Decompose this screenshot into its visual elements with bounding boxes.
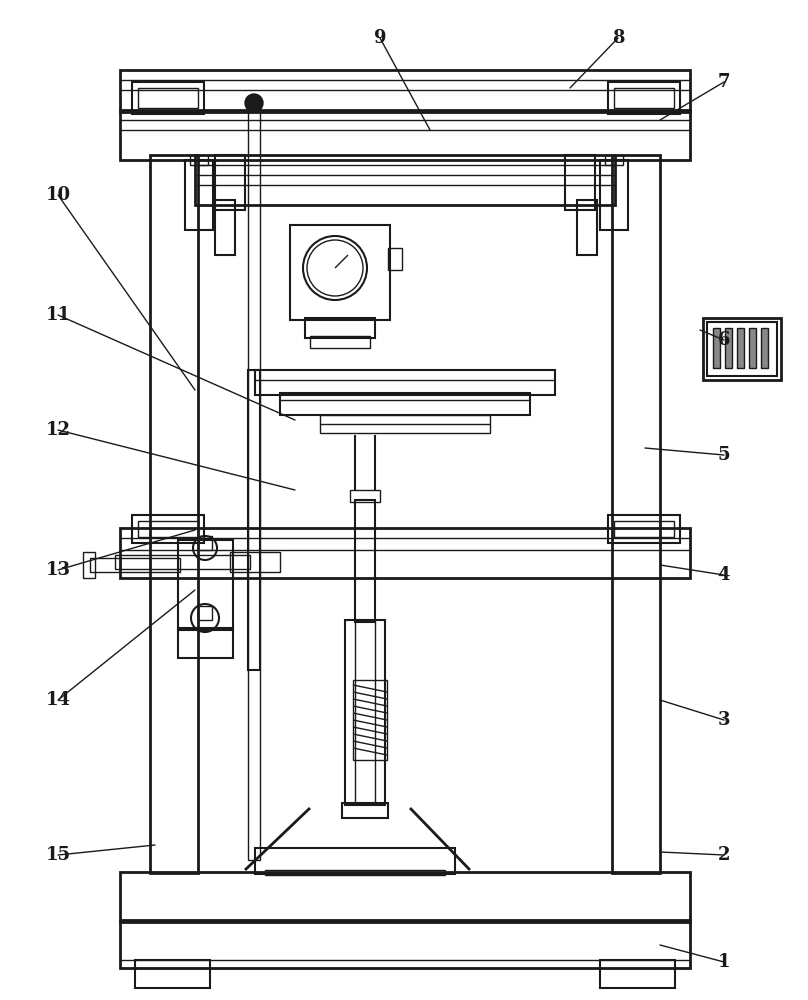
- Text: 7: 7: [718, 73, 730, 91]
- Bar: [120, 70, 690, 112]
- Bar: [565, 155, 595, 210]
- Bar: [255, 370, 555, 395]
- Bar: [608, 82, 680, 114]
- Bar: [190, 155, 208, 165]
- Bar: [725, 328, 732, 368]
- Text: 8: 8: [612, 29, 625, 47]
- Bar: [150, 155, 198, 873]
- Bar: [737, 328, 744, 368]
- Text: 6: 6: [718, 331, 730, 349]
- Bar: [215, 155, 245, 210]
- Bar: [353, 680, 387, 760]
- Bar: [608, 515, 680, 543]
- Text: 5: 5: [718, 446, 730, 464]
- Bar: [600, 160, 628, 230]
- Bar: [614, 88, 674, 108]
- Bar: [135, 960, 210, 988]
- Bar: [138, 88, 198, 108]
- Bar: [600, 960, 675, 988]
- Bar: [355, 500, 375, 622]
- Circle shape: [245, 94, 263, 112]
- Bar: [255, 848, 455, 874]
- Bar: [350, 490, 380, 502]
- Text: 15: 15: [45, 846, 70, 864]
- Text: 11: 11: [45, 306, 70, 324]
- Bar: [342, 803, 388, 818]
- Bar: [749, 328, 756, 368]
- Bar: [120, 872, 690, 922]
- Text: 1: 1: [718, 953, 730, 971]
- Text: 13: 13: [45, 561, 70, 579]
- Bar: [230, 552, 280, 572]
- Bar: [132, 82, 204, 114]
- Bar: [115, 555, 250, 569]
- Bar: [248, 370, 260, 670]
- Text: 3: 3: [718, 711, 730, 729]
- Bar: [138, 521, 198, 537]
- Text: 12: 12: [45, 421, 70, 439]
- Bar: [612, 155, 660, 873]
- Bar: [195, 155, 615, 205]
- Bar: [90, 558, 180, 572]
- Bar: [83, 552, 95, 578]
- Text: 2: 2: [718, 846, 730, 864]
- Bar: [577, 200, 597, 255]
- Bar: [320, 415, 490, 433]
- Bar: [290, 225, 390, 320]
- Text: 9: 9: [374, 29, 386, 47]
- Bar: [761, 328, 768, 368]
- Bar: [388, 248, 402, 270]
- Bar: [310, 336, 370, 348]
- Bar: [713, 328, 720, 368]
- Bar: [120, 920, 690, 968]
- Bar: [120, 110, 690, 160]
- Bar: [198, 536, 212, 550]
- Bar: [345, 620, 385, 805]
- Bar: [120, 960, 690, 968]
- Bar: [178, 540, 233, 630]
- Bar: [305, 318, 375, 338]
- Text: 14: 14: [45, 691, 70, 709]
- Bar: [178, 628, 233, 658]
- Bar: [265, 870, 445, 875]
- Bar: [132, 515, 204, 543]
- Bar: [215, 200, 235, 255]
- Bar: [605, 155, 623, 165]
- Bar: [248, 105, 260, 860]
- Bar: [198, 606, 212, 620]
- Bar: [280, 393, 530, 415]
- Bar: [185, 160, 213, 230]
- Bar: [614, 521, 674, 537]
- Text: 10: 10: [45, 186, 70, 204]
- Bar: [703, 318, 781, 380]
- Bar: [707, 322, 777, 376]
- Bar: [120, 528, 690, 578]
- Text: 4: 4: [718, 566, 730, 584]
